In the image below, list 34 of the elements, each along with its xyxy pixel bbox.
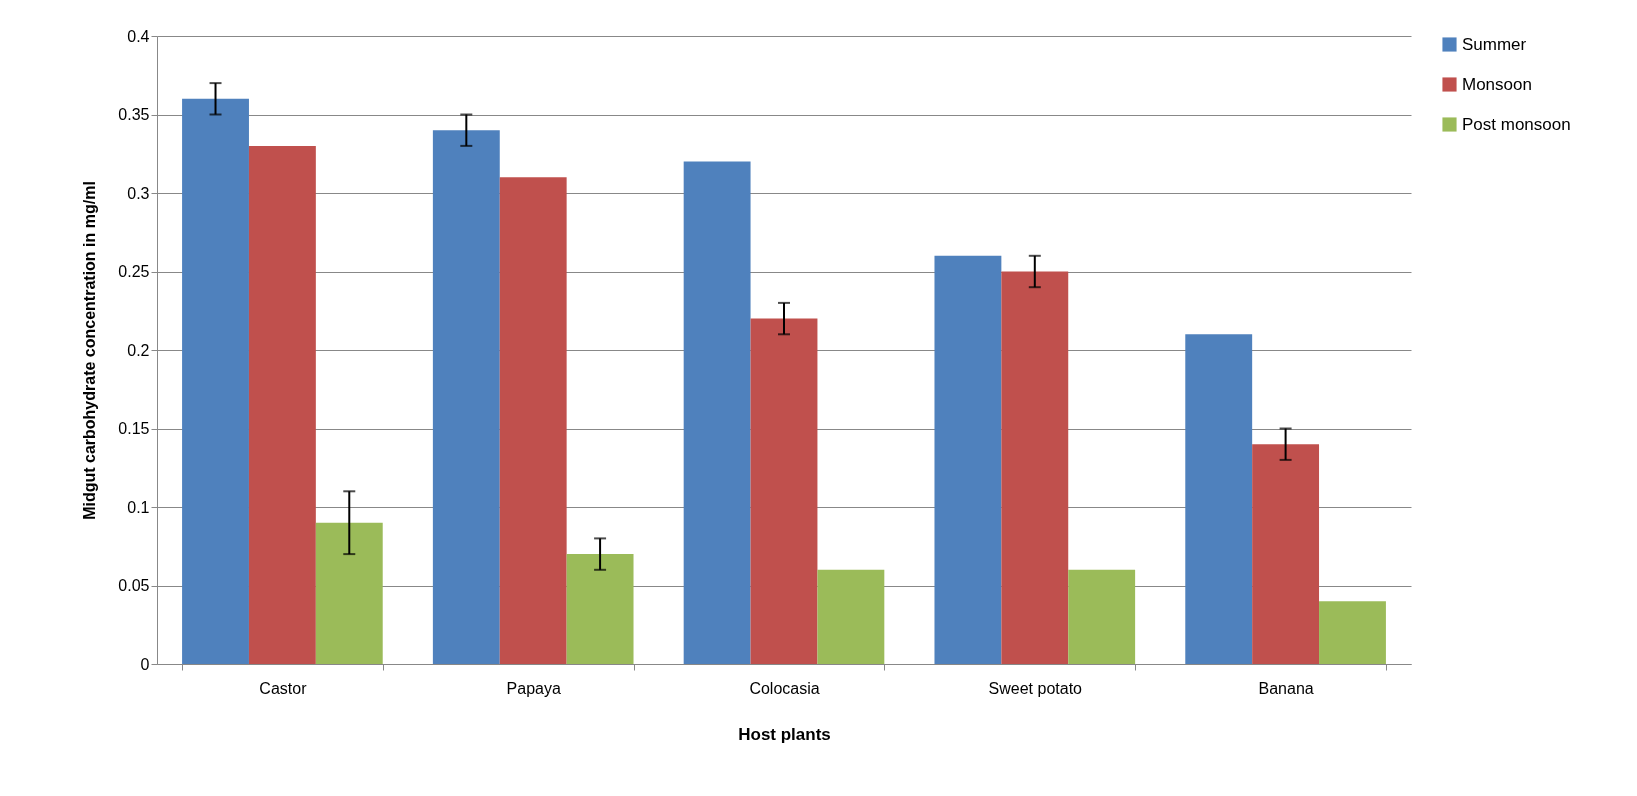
y-tick-label: 0.2 <box>127 341 150 359</box>
y-tick-label: 0.05 <box>118 577 150 594</box>
bar <box>499 177 567 664</box>
x-tick-label: Colocasia <box>749 679 820 697</box>
bar <box>566 554 634 664</box>
y-axis-title: Midgut carbohydrate concentration in mg/ml <box>81 181 99 520</box>
y-tick-label: 0.3 <box>127 184 150 202</box>
bar <box>248 145 316 664</box>
bar <box>934 255 1002 664</box>
x-tick-label: Castor <box>259 679 308 697</box>
y-tick-label: 0.15 <box>118 420 150 437</box>
bar <box>750 318 818 664</box>
y-tick-label: 0.25 <box>118 263 150 280</box>
x-tick-label: Banana <box>1258 679 1314 697</box>
legend-label: Summer <box>1462 34 1527 54</box>
legend-label: Post monsoon <box>1462 114 1571 134</box>
bar <box>1185 334 1253 664</box>
y-tick-label: 0.4 <box>127 27 150 45</box>
y-tick-label: 0.1 <box>127 498 150 516</box>
bar <box>683 161 751 664</box>
bar <box>182 98 249 664</box>
bar <box>1252 444 1320 664</box>
y-tick-label: 0.35 <box>118 106 150 123</box>
bar <box>432 130 500 664</box>
bar <box>1068 569 1136 664</box>
x-tick-label: Papaya <box>506 679 561 697</box>
bar <box>817 569 885 664</box>
x-axis-title: Host plants <box>738 724 831 744</box>
bar <box>1319 601 1386 664</box>
y-tick-label: 0 <box>140 655 150 673</box>
x-tick-label: Sweet potato <box>988 679 1083 697</box>
bar <box>1001 271 1069 664</box>
bar <box>315 522 383 664</box>
legend-label: Monsoon <box>1462 74 1532 94</box>
